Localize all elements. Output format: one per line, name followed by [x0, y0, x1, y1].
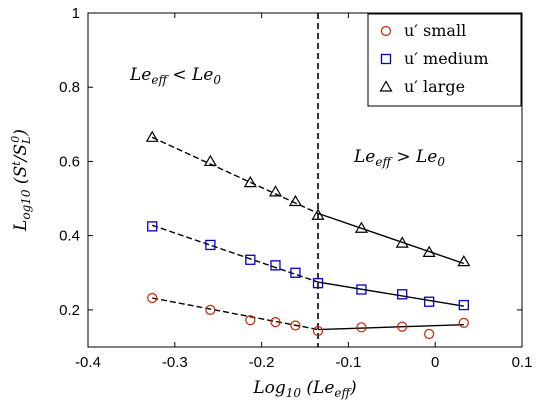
triangle-point — [243, 175, 257, 188]
fit-line-left — [151, 136, 319, 215]
triangle-point — [354, 221, 368, 233]
legend: u′ small u′ medium u′ large — [367, 13, 522, 107]
triangle-point — [422, 245, 436, 257]
x-tick-label: -0.4 — [75, 354, 101, 371]
data-markers — [145, 130, 471, 340]
triangle-point — [268, 185, 283, 197]
triangle-point — [288, 194, 302, 207]
triangle-point — [145, 130, 159, 142]
y-tick-label: 0.8 — [59, 79, 80, 96]
square-point — [312, 278, 324, 289]
fit-line-right — [317, 281, 464, 307]
fit-line-left — [152, 297, 319, 331]
square-point — [147, 221, 158, 232]
legend-box — [367, 13, 522, 107]
y-tick-label: 0.4 — [59, 228, 80, 245]
x-axis-title: Log10 (Leeff) — [252, 378, 356, 400]
y-tick-label: 0.6 — [59, 153, 80, 170]
legend-items: u′ small u′ medium u′ large — [379, 21, 489, 96]
circle-point — [424, 328, 435, 340]
legend-marker-triangle — [379, 80, 393, 92]
fit-line-right — [317, 324, 464, 331]
square-point — [397, 289, 408, 300]
circle-point — [245, 315, 256, 326]
square-point — [270, 260, 281, 271]
square-point — [356, 284, 367, 295]
square-point — [423, 296, 435, 307]
square-point — [290, 267, 301, 278]
x-tick-label: 0 — [431, 354, 439, 371]
circle-point — [147, 292, 158, 304]
legend-label: u′ large — [404, 77, 465, 96]
triangle-point — [395, 236, 409, 248]
triangle-point — [203, 154, 217, 167]
triangle-point — [457, 254, 471, 267]
x-tick-label: -0.2 — [249, 354, 275, 371]
triangle-point — [311, 208, 325, 220]
ticks: -0.4 -0.3 -0.2 -0.1 0 0.1 0.2 0.4 0.6 0.8 1 — [59, 5, 532, 371]
circle-point — [270, 317, 281, 328]
legend-marker-square — [380, 53, 392, 65]
annotation-left: Leeff < Le0 — [129, 65, 221, 87]
y-tick-label: 1 — [72, 5, 80, 22]
circle-point — [290, 320, 301, 331]
circle-point — [458, 317, 469, 328]
x-tick-label: -0.1 — [335, 354, 361, 371]
circle-point — [356, 322, 367, 333]
x-tick-label: -0.3 — [162, 354, 188, 371]
y-axis-title: Log10 (St/SL0) — [9, 129, 33, 232]
circle-point — [312, 325, 324, 337]
circle-point — [397, 321, 408, 332]
square-point — [245, 254, 256, 265]
circle-point — [205, 304, 216, 315]
fit-line-right — [317, 212, 465, 265]
square-point — [458, 299, 469, 311]
y-tick-label: 0.2 — [59, 302, 80, 319]
annotation-right: Leeff > Le0 — [353, 147, 445, 169]
legend-marker-circle — [380, 25, 392, 37]
x-tick-label: 0.1 — [512, 354, 533, 371]
legend-label: u′ medium — [404, 49, 489, 68]
legend-label: u′ small — [404, 21, 466, 40]
square-point — [205, 239, 216, 251]
